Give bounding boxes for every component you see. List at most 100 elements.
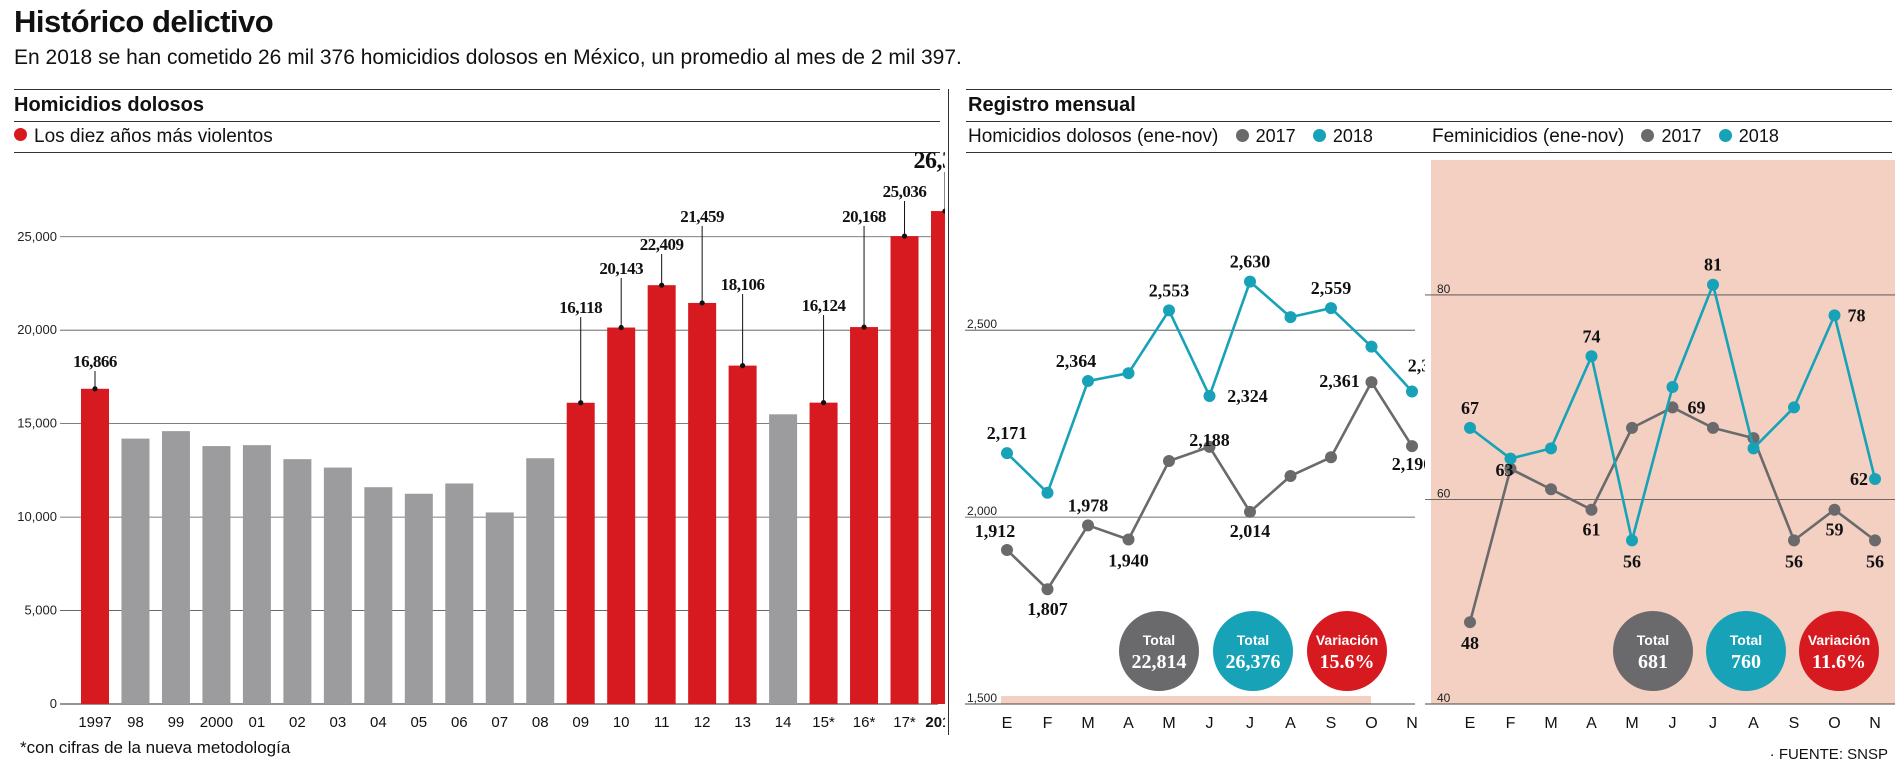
y-tick-label: 2,000 <box>967 504 997 518</box>
data-point <box>1788 401 1800 414</box>
data-point <box>1163 304 1175 317</box>
x-tick-label: J <box>1246 715 1254 732</box>
data-label: 78 <box>1848 305 1866 325</box>
total-circle <box>1613 611 1693 691</box>
x-tick-label: 2018* <box>925 714 945 731</box>
bar <box>566 402 595 704</box>
bar <box>809 402 838 704</box>
data-point <box>1828 503 1841 516</box>
label-leader-dot <box>901 233 908 239</box>
page-title: Histórico delictivo <box>14 4 274 39</box>
label-leader-dot <box>618 324 624 331</box>
bar <box>242 445 271 704</box>
x-tick-label: J <box>1709 715 1717 732</box>
x-tick-label: E <box>1465 715 1476 732</box>
bar-chart: 0 5,000 10,000 15,000 20,000 25,000 1997 98 99 20… <box>17 148 945 731</box>
series-line-2017 <box>1006 380 1414 591</box>
x-tick-label: M <box>1625 715 1638 732</box>
footnote: *con cifras de la nueva metodología <box>20 738 291 757</box>
data-point <box>1585 350 1598 363</box>
x-tick-label: 05 <box>410 714 427 731</box>
label-leader-dot <box>942 208 945 214</box>
bar <box>769 414 798 704</box>
data-label: 69 <box>1688 397 1706 417</box>
data-point <box>1365 376 1378 389</box>
bar <box>404 493 433 704</box>
y-tick-label: 15,000 <box>17 416 57 431</box>
label-leader-dot <box>578 400 584 406</box>
x-tick-label: J <box>1206 715 1214 732</box>
legend-2018-f: 2018 <box>1718 126 1779 147</box>
legend-2017-f: 2017 <box>1641 126 1702 147</box>
y-tick-label: 80 <box>1437 282 1451 296</box>
femicides-subtitle: Feminicidios (ene-nov) <box>1432 126 1625 147</box>
data-point <box>1707 278 1719 291</box>
bar-data-label: 20,143 <box>599 259 643 278</box>
data-label: 2,364 <box>1056 351 1097 371</box>
data-label: 59 <box>1826 520 1844 540</box>
legend-2018-f-label: 2018 <box>1738 126 1779 147</box>
data-point <box>1869 534 1881 547</box>
y-tick-label: 20,000 <box>17 322 57 337</box>
total-circle <box>1307 611 1387 691</box>
total-circle-label: Total <box>1237 632 1269 648</box>
data-label: 2,188 <box>1189 430 1230 450</box>
x-tick-label: 02 <box>289 714 306 731</box>
data-point <box>1464 616 1476 629</box>
x-tick-label: 15* <box>812 714 835 731</box>
total-circle-value: 22,814 <box>1132 651 1187 673</box>
data-point <box>1545 442 1557 455</box>
y-tick-label: 10,000 <box>17 509 57 524</box>
data-label: 1,912 <box>975 521 1016 541</box>
x-tick-label: O <box>1365 715 1377 732</box>
x-tick-label: N <box>1406 715 1418 732</box>
y-tick-label: 60 <box>1437 486 1451 500</box>
total-circle-value: 11.6% <box>1812 651 1866 673</box>
x-tick-label: O <box>1828 715 1840 732</box>
data-point <box>1869 473 1881 486</box>
total-circle <box>1799 611 1879 691</box>
bar <box>364 487 393 704</box>
bar-data-label: 16,118 <box>559 298 602 317</box>
y-tick-label: 5,000 <box>24 603 57 618</box>
x-tick-label: A <box>1123 715 1134 732</box>
bar-legend-label: Los diez años más violentos <box>34 126 273 147</box>
bar <box>850 327 879 704</box>
label-leader-dot <box>699 300 705 306</box>
x-tick-label: A <box>1748 715 1759 732</box>
bar <box>688 302 717 704</box>
data-label: 2,361 <box>1319 371 1360 391</box>
label-leader-dot <box>659 282 665 288</box>
homicides-legend: Homicidios dolosos (ene-nov) 2017 2018 <box>968 126 1373 148</box>
homicides-subtitle: Homicidios dolosos (ene-nov) <box>968 126 1219 147</box>
x-tick-label: 11 <box>654 714 670 731</box>
bar-data-label: 16,866 <box>73 352 117 371</box>
x-tick-label: A <box>1586 715 1597 732</box>
x-tick-label: 1997 <box>78 714 111 731</box>
data-point <box>1325 302 1337 315</box>
total-circle <box>1119 611 1199 691</box>
bar <box>931 211 945 704</box>
monthly-panel-title: Registro mensual <box>968 94 1136 116</box>
x-tick-label: A <box>1285 715 1296 732</box>
legend-dot-teal-f <box>1718 129 1732 143</box>
line-chart-femicides: 40 60 80 E F M A M J J A S O N 48 63 61 69 56 59 56 67 74 56 81 7… <box>1425 160 1895 732</box>
data-point <box>1284 311 1297 324</box>
legend-2017: 2017 <box>1235 126 1296 147</box>
data-label: 67 <box>1461 398 1479 418</box>
data-point <box>1163 455 1175 468</box>
bar <box>607 327 636 704</box>
legend-2018-label: 2018 <box>1332 126 1373 147</box>
data-point <box>1122 367 1135 380</box>
data-label: 48 <box>1461 633 1479 653</box>
line-chart-homicides: 1,500 2,000 2,500 E F M A M J J A S O N 1,912 1,807 1,97… <box>965 252 1425 732</box>
total-circle-value: 15.6% <box>1320 651 1375 673</box>
bar-panel-title: Homicidios dolosos <box>14 94 205 116</box>
data-point <box>1747 442 1760 455</box>
x-tick-label: 14 <box>775 714 792 731</box>
x-tick-label: 99 <box>168 714 185 731</box>
total-circle-label: Total <box>1730 632 1762 648</box>
legend-dot-gray <box>1235 129 1249 143</box>
data-label: 2,559 <box>1311 278 1352 298</box>
data-point <box>1203 440 1216 453</box>
